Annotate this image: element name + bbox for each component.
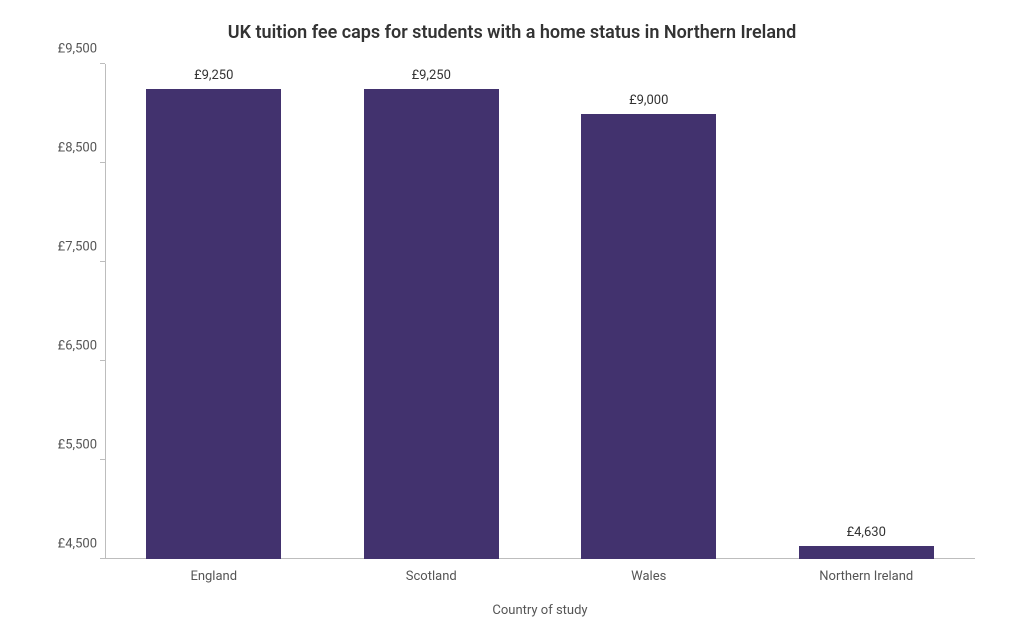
tuition-fee-chart: UK tuition fee caps for students with a …	[0, 0, 1024, 634]
bar-value-label: £9,000	[629, 93, 668, 114]
bar-value-label: £4,630	[847, 525, 886, 546]
y-tick-label: £9,500	[58, 42, 105, 57]
y-tick-label: £8,500	[58, 141, 105, 156]
bar: £9,000	[581, 114, 716, 560]
plot-area: £4,500£5,500£6,500£7,500£8,500£9,500 £9,…	[105, 64, 975, 559]
chart-title: UK tuition fee caps for students with a …	[0, 22, 1024, 43]
y-tick-label: £4,500	[58, 537, 105, 552]
bar-value-label: £9,250	[412, 68, 451, 89]
x-category-label: Scotland	[406, 559, 457, 584]
y-tick-label: £6,500	[58, 339, 105, 354]
x-category-label: England	[190, 559, 237, 584]
bar-value-label: £9,250	[194, 68, 233, 89]
x-category-label: Wales	[631, 559, 666, 584]
bar: £4,630	[799, 546, 934, 559]
x-category-label: Northern Ireland	[819, 559, 913, 584]
bar: £9,250	[146, 89, 281, 559]
bars-container: £9,250England£9,250Scotland£9,000Wales£4…	[105, 64, 975, 559]
y-tick-label: £5,500	[58, 438, 105, 453]
bar: £9,250	[364, 89, 499, 559]
x-axis-title: Country of study	[105, 603, 975, 618]
y-tick-label: £7,500	[58, 240, 105, 255]
